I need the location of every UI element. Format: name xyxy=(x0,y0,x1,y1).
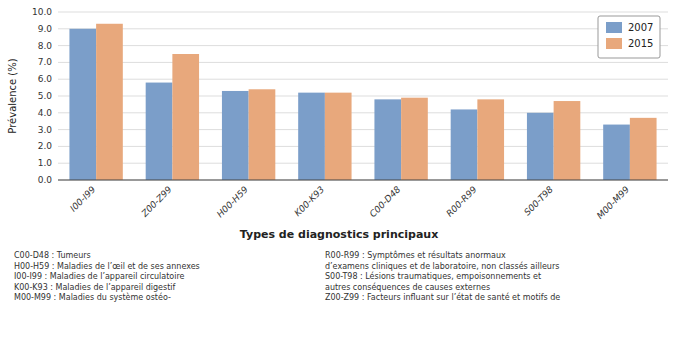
footnote-line: I00-I99 : Maladies de l’appareil circula… xyxy=(14,272,185,281)
footnote: R00-R99 : Symptômes et résultats anormau… xyxy=(325,250,560,302)
x-tick-label: M00-M99 xyxy=(595,184,632,221)
footnote-line: C00-D48 : Tumeurs xyxy=(14,251,91,260)
grid-line xyxy=(58,79,668,80)
footnote-line: S00-T98 : Lésions traumatiques, empoison… xyxy=(325,271,541,281)
bar xyxy=(69,29,96,180)
y-tick-label: 4.0 xyxy=(38,108,53,118)
grid-line xyxy=(58,62,668,63)
bar xyxy=(527,113,554,180)
bar xyxy=(146,83,173,180)
grid-line xyxy=(58,45,668,46)
bar xyxy=(374,99,401,180)
footnote-line: K00-K93 : Maladies de l’appareil digesti… xyxy=(14,283,176,292)
y-tick-label: 5.0 xyxy=(38,91,53,101)
x-axis-label: Types de diagnostics principaux xyxy=(240,228,438,241)
y-tick-label: 2.0 xyxy=(38,141,53,151)
x-tick-label: C00-D48 xyxy=(368,184,403,219)
x-tick-label: I00-I99 xyxy=(68,184,98,214)
footnote-line: autres conséquences de causes externes xyxy=(325,282,490,292)
x-tick-label: H00-H59 xyxy=(215,184,250,219)
x-tick-label: R00-R99 xyxy=(444,184,479,219)
y-tick-label: 6.0 xyxy=(38,74,53,84)
bar xyxy=(554,101,581,180)
y-tick-label: 10.0 xyxy=(32,7,52,17)
y-tick-label: 3.0 xyxy=(38,125,53,135)
footnote-line: M00-M99 : Maladies du système ostéo- xyxy=(14,292,171,302)
y-tick-label: 7.0 xyxy=(38,57,53,67)
bar xyxy=(298,93,325,180)
x-tick-label: Z00-Z99 xyxy=(139,184,174,219)
grid-line xyxy=(58,180,668,181)
bar xyxy=(401,98,428,180)
bar xyxy=(451,109,478,180)
bar xyxy=(603,125,630,180)
y-tick-label: 0.0 xyxy=(38,175,53,185)
bar xyxy=(630,118,657,180)
footnote-line: R00-R99 : Symptômes et résultats anormau… xyxy=(325,250,506,260)
footnote: C00-D48 : Tumeurs H00-H59 : Maladies de l… xyxy=(14,251,200,302)
x-tick-label: S00-T98 xyxy=(522,184,555,217)
legend-label: 2015 xyxy=(628,38,653,49)
legend-swatch xyxy=(606,38,622,49)
legend: 2007 2015 xyxy=(598,16,660,58)
grid-line xyxy=(58,28,668,29)
legend-swatch xyxy=(606,22,622,33)
y-tick-label: 8.0 xyxy=(38,41,53,51)
legend-label: 2007 xyxy=(628,22,653,33)
bar xyxy=(249,89,276,180)
x-axis-line xyxy=(58,180,668,181)
legend-box xyxy=(598,16,660,58)
grid-line xyxy=(58,12,668,13)
footnote-line: d’examens cliniques et de laboratoire, n… xyxy=(325,261,559,271)
bar xyxy=(325,93,352,180)
y-tick-label: 9.0 xyxy=(38,24,53,34)
y-axis-label: Prévalence (%) xyxy=(7,58,18,133)
footnote-line: H00-H59 : Maladies de l’œil et de ses an… xyxy=(14,262,200,271)
x-tick-label: K00-K93 xyxy=(292,184,326,218)
bars xyxy=(69,24,656,180)
bar xyxy=(96,24,123,180)
footnote-line: Z00-Z99 : Facteurs influant sur l’état d… xyxy=(325,292,560,302)
chart: 0.0 1.0 2.0 3.0 4.0 5.0 6.0 7.0 8.0 9.0 10.0 Préval… xyxy=(0,0,678,339)
bar xyxy=(172,54,199,180)
bar xyxy=(477,99,504,180)
y-tick-label: 1.0 xyxy=(38,158,53,168)
bar xyxy=(222,91,249,180)
